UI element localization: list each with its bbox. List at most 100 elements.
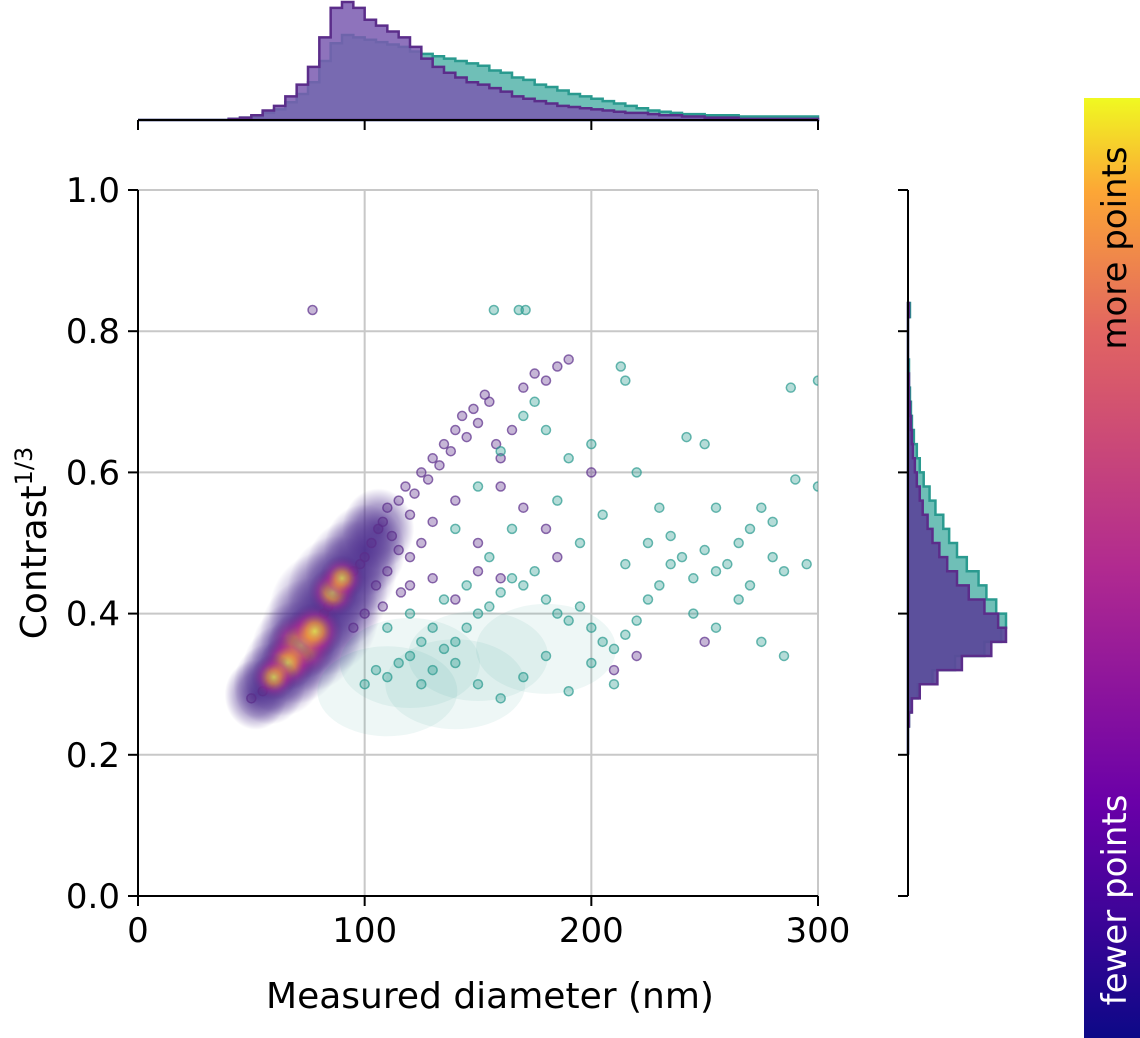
scatter-point-group_a xyxy=(427,516,438,528)
scatter-point-group_a xyxy=(552,361,563,372)
scatter-point-group_a xyxy=(386,530,398,542)
scatter-point-group_b xyxy=(642,537,654,549)
top-marginal-histogram xyxy=(137,0,820,130)
y-tick-label: 0.0 xyxy=(66,877,120,917)
scatter-point-group_b xyxy=(767,516,778,528)
scatter-point-group_b xyxy=(778,565,790,577)
scatter-point-group_a xyxy=(382,565,393,577)
scatter-point-group_b xyxy=(552,495,563,506)
scatter-point-group_b xyxy=(450,657,461,669)
scatter-point-group_b xyxy=(506,523,518,535)
scatter-point-group_b xyxy=(472,678,484,690)
scatter-point-group_a xyxy=(495,481,506,492)
scatter-point-group_b xyxy=(665,530,676,542)
scatter-point-group_b xyxy=(733,537,744,549)
scatter-point-group_b xyxy=(676,551,688,563)
axes-frame xyxy=(137,190,818,897)
top-histogram-series-a xyxy=(138,0,820,122)
scatter-point-group_a xyxy=(409,488,420,499)
colorbar-gradient xyxy=(1084,98,1140,1038)
scatter-point-group_a xyxy=(540,523,552,535)
scatter-point-group_b xyxy=(518,410,529,422)
scatter-point-group_b xyxy=(520,304,531,316)
scatter-point-group_b xyxy=(654,580,665,591)
scatter-point-group_b xyxy=(574,537,586,549)
scatter-point-group_b xyxy=(744,580,756,591)
scatter-point-group_a xyxy=(377,601,389,612)
right-histogram-ticks xyxy=(898,189,908,897)
scatter-point-group_b xyxy=(812,481,818,492)
y-axis-ticks: 0.0 0.2 0.4 0.6 0.8 1.0 xyxy=(66,171,138,917)
scatter-point-group_a xyxy=(400,481,411,492)
scatter-point-group_a xyxy=(395,587,407,598)
scatter-point-group_a xyxy=(359,551,370,563)
x-tick-label: 200 xyxy=(559,911,624,951)
scatter-point-group_b xyxy=(654,502,665,513)
scatter-point-group_b xyxy=(382,671,393,683)
scatter-point-group_a xyxy=(348,622,359,633)
y-tick-label: 0.4 xyxy=(66,595,120,635)
scatter-point-group_b xyxy=(438,594,450,605)
scatter-point-group_b xyxy=(450,523,461,535)
scatter-point-group_a xyxy=(370,580,382,591)
scatter-point-group_b xyxy=(608,643,620,655)
scatter-point-group_a xyxy=(506,424,518,436)
density-cloud-blob xyxy=(342,488,415,570)
scatter-point-group_a xyxy=(495,453,506,464)
scatter-point-group_b xyxy=(393,657,404,669)
y-tick-label: 0.8 xyxy=(66,312,120,352)
colorbar: more points fewer points xyxy=(1084,98,1140,1038)
scatter-point-group_b xyxy=(404,650,416,662)
scatter-point-group_b xyxy=(563,686,574,697)
right-histogram-series-a xyxy=(906,301,1008,755)
right-marginal-histogram xyxy=(898,189,1008,897)
scatter-point-group_a xyxy=(382,502,393,513)
scatter-point-group_b xyxy=(767,551,778,563)
scatter-point-group_b xyxy=(416,636,427,648)
scatter-point-group_b xyxy=(472,608,484,619)
scatter-point-group_b xyxy=(461,622,472,633)
x-axis-label: Measured diameter (nm) xyxy=(266,976,714,1017)
scatter-point-group_b xyxy=(382,622,393,633)
scatter-point-group_b xyxy=(495,587,506,598)
scatter-point-group_b xyxy=(710,502,722,513)
scatter-point-group_a xyxy=(445,445,457,457)
scatter-point-group_a xyxy=(468,403,479,415)
scatter-point-group_b xyxy=(495,445,506,457)
teal-haze-blob xyxy=(340,618,480,709)
scatter-point-group_b xyxy=(699,544,710,556)
scatter-point-group_a xyxy=(377,516,389,528)
scatter-point-group_b xyxy=(631,615,642,626)
y-tick-label: 0.6 xyxy=(66,453,120,493)
scatter-point-group_a xyxy=(552,551,563,563)
scatter-point-group_b xyxy=(620,629,631,641)
y-tick-label: 1.0 xyxy=(66,171,120,211)
scatter-point-group_b xyxy=(785,382,797,393)
density-hotspot xyxy=(319,555,365,602)
scatter-point-group_b xyxy=(552,608,563,619)
scatter-point-group_a xyxy=(608,664,620,676)
scatter-point-group_b xyxy=(801,558,812,570)
scatter-point-group_a xyxy=(359,608,370,619)
scatter-point-group_a xyxy=(518,382,529,393)
x-tick-label: 300 xyxy=(786,911,851,951)
scatter-point-group_a xyxy=(393,544,404,556)
scatter-point-group_b xyxy=(404,608,416,619)
scatter-point-group_b xyxy=(540,594,552,605)
scatter-point-group_b xyxy=(642,594,654,605)
scatter-point-group_b xyxy=(597,509,608,521)
colorbar-top-label: more points xyxy=(1095,146,1135,349)
scatter-point-group_b xyxy=(427,664,438,676)
y-axis-label-superscript: 1/3 xyxy=(10,447,38,486)
scatter-point-group_a xyxy=(246,693,257,704)
scatter-point-group_b xyxy=(756,502,767,513)
scatter-point-group_b xyxy=(615,361,627,372)
scatter-point-group_b xyxy=(506,573,518,584)
scatter-point-group_b xyxy=(620,375,631,386)
y-axis-label-base: Contrast xyxy=(14,485,55,639)
scatter-point-group_a xyxy=(366,537,377,549)
scatter-point-group_b xyxy=(778,650,790,662)
scatter-point-group_a xyxy=(404,580,416,591)
x-axis-ticks: 0 100 200 300 xyxy=(127,896,850,951)
